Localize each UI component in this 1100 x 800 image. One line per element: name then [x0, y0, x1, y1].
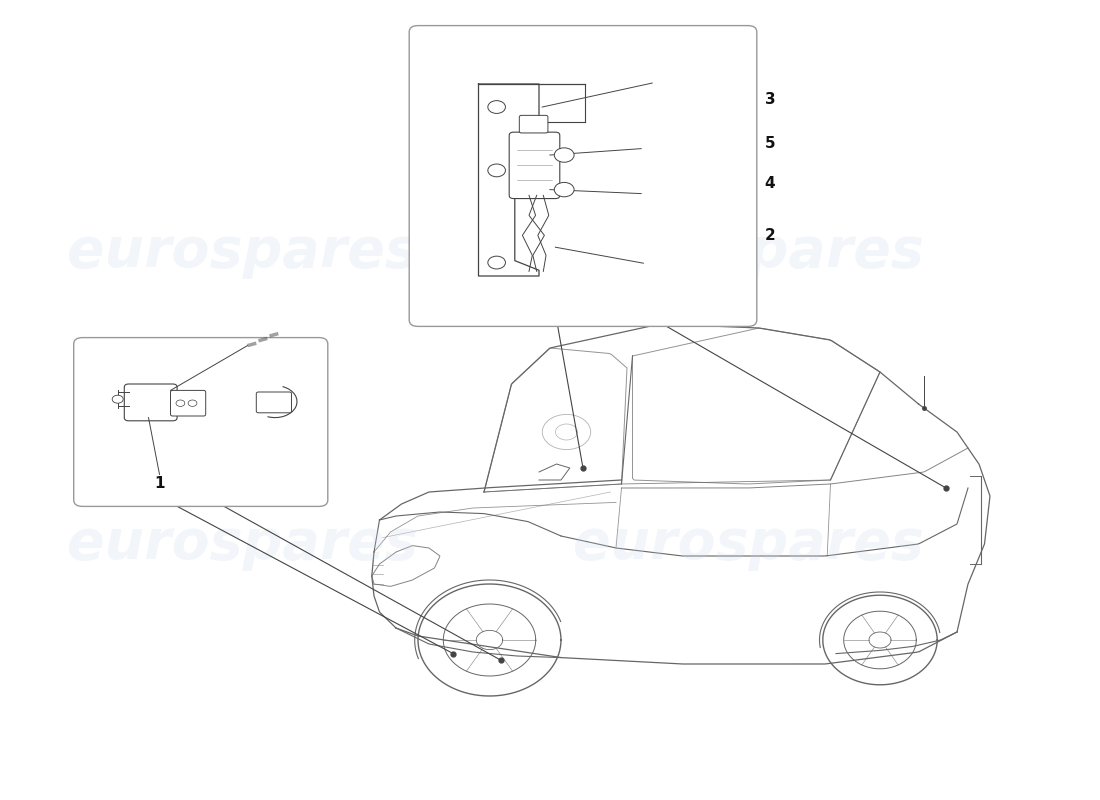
Circle shape [488, 101, 506, 114]
Circle shape [176, 400, 185, 406]
Circle shape [488, 164, 506, 177]
Text: 3: 3 [764, 93, 776, 107]
Circle shape [112, 395, 123, 403]
FancyBboxPatch shape [519, 115, 548, 133]
Circle shape [554, 148, 574, 162]
Text: 5: 5 [764, 137, 776, 151]
Text: eurospares: eurospares [67, 517, 417, 571]
Text: 2: 2 [764, 229, 776, 243]
FancyBboxPatch shape [170, 390, 206, 416]
FancyBboxPatch shape [409, 26, 757, 326]
Text: eurospares: eurospares [67, 225, 417, 279]
FancyBboxPatch shape [256, 392, 292, 413]
Circle shape [188, 400, 197, 406]
FancyBboxPatch shape [509, 132, 560, 198]
Text: 1: 1 [154, 477, 165, 491]
Circle shape [488, 256, 506, 269]
Text: 4: 4 [764, 177, 776, 191]
FancyBboxPatch shape [124, 384, 177, 421]
Text: eurospares: eurospares [573, 517, 923, 571]
Circle shape [554, 182, 574, 197]
FancyBboxPatch shape [74, 338, 328, 506]
Text: eurospares: eurospares [573, 225, 923, 279]
